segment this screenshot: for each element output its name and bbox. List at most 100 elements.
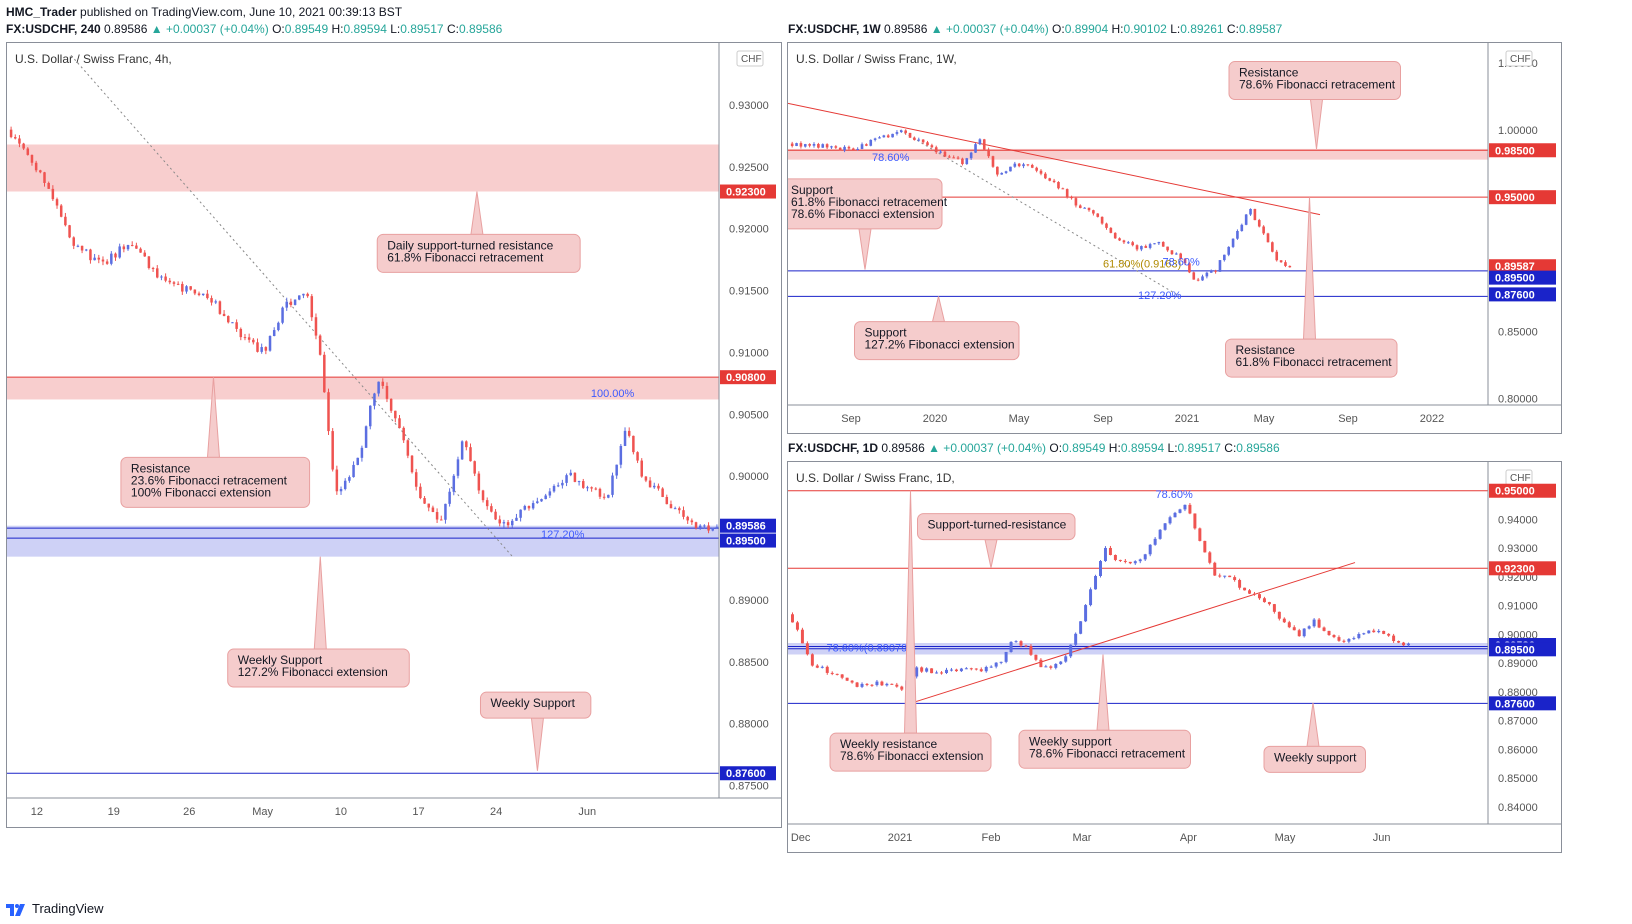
candle-body [974, 668, 978, 670]
trend-line [910, 562, 1356, 704]
symbol-name[interactable]: FX:USDCHF, 240 [6, 22, 101, 36]
candle-body [644, 476, 648, 481]
candle-body [548, 491, 552, 496]
candle-body [1178, 509, 1182, 513]
candle-body [1248, 590, 1252, 594]
time-tick-label: Jun [578, 806, 596, 818]
candle-body [825, 144, 829, 148]
candle-body [285, 301, 288, 308]
last-price: 0.89586 [884, 22, 928, 36]
candle-body [343, 480, 347, 490]
tradingview-logo[interactable]: TradingView [6, 901, 104, 916]
candle-body [536, 501, 539, 504]
candle-body [991, 156, 995, 167]
price-tag-label: 0.90800 [726, 372, 766, 384]
fib-label: 78.60% [1163, 257, 1201, 269]
candle-body [440, 519, 443, 521]
candle-body [1084, 605, 1088, 622]
candle-body [1347, 638, 1351, 642]
chart-weekly[interactable]: 78.60%61.80%61.80%(0.9163)78.60%127.20%R… [788, 43, 1561, 433]
callout-pointer [1309, 99, 1324, 149]
candle-body [1096, 213, 1100, 217]
candle-body [1208, 552, 1212, 563]
time-tick-label: May [1254, 413, 1275, 425]
candle-body [1126, 242, 1130, 244]
candle-body [452, 475, 456, 492]
candle-body [227, 316, 230, 323]
candle-body [394, 410, 397, 419]
candle-body [385, 385, 389, 399]
candle-body [1240, 224, 1244, 232]
candle-body [197, 293, 201, 296]
time-tick-label: Sep [841, 413, 861, 425]
chart-daily[interactable]: 78.60% 78.60%(0.89079) Support-turned-resi… [788, 462, 1561, 852]
candle-body [830, 672, 834, 674]
candle-body [1362, 633, 1366, 635]
candle-body [1287, 622, 1291, 628]
candle-body [812, 144, 816, 146]
candle-body [1123, 560, 1127, 562]
candle-body [954, 669, 958, 672]
chart-panel-weekly[interactable]: 78.60%61.80%61.80%(0.9163)78.60%127.20%R… [787, 42, 1562, 434]
candle-body [978, 139, 982, 145]
candle-body [1035, 167, 1038, 171]
price-change: ▲ +0.00037 (+0.04%) [150, 22, 269, 36]
candle-body [193, 289, 197, 294]
candle-body [694, 522, 698, 528]
candle-body [485, 500, 489, 507]
candle-body [97, 257, 101, 260]
candle-body [498, 519, 501, 524]
chart-title: U.S. Dollar / Swiss Franc, 1D, [796, 471, 955, 485]
candle-body [1253, 593, 1256, 595]
candle-body [256, 342, 259, 352]
candle-body [160, 276, 163, 278]
chart-panel-daily[interactable]: 78.60% 78.60%(0.89079) Support-turned-resi… [787, 461, 1562, 853]
candle-body [435, 512, 439, 520]
candle-body [130, 245, 134, 247]
price-tick-label: 0.84000 [1498, 802, 1538, 814]
candle-body [1061, 188, 1065, 190]
candle-body [431, 507, 435, 513]
symbol-name[interactable]: FX:USDCHF, 1D [788, 441, 879, 455]
callout-text: Daily support-turned resistance [387, 238, 553, 252]
price-tag [1489, 696, 1556, 711]
candle-body [908, 132, 912, 138]
callout-text: Weekly resistance [840, 737, 937, 751]
price-tag [1489, 483, 1556, 498]
candle-body [1103, 547, 1107, 562]
chart-panel-4h[interactable]: 100.00% 127.20% Daily support-turned resis… [6, 42, 782, 828]
candle-body [1257, 594, 1261, 599]
candle-body [105, 261, 109, 264]
candle-body [176, 283, 180, 285]
candle-body [920, 667, 924, 672]
chart-4h[interactable]: 100.00% 127.20% Daily support-turned resis… [7, 43, 781, 827]
candle-body [1157, 241, 1161, 244]
candle-body [1153, 538, 1157, 545]
candle-body [885, 683, 889, 686]
candle-body [665, 496, 669, 505]
candle-body [1183, 504, 1187, 510]
candle-body [469, 447, 472, 462]
time-tick-label: 24 [490, 806, 502, 818]
candle-body [1168, 517, 1172, 524]
candle-body [519, 509, 522, 518]
candle-body [623, 430, 627, 446]
candle-body [1198, 528, 1202, 541]
candle-body [419, 486, 422, 499]
publisher-name[interactable]: HMC_Trader [6, 5, 77, 19]
price-tick-label: 0.91000 [729, 347, 769, 359]
candle-body [607, 494, 610, 498]
close-value: 0.89586 [458, 22, 503, 36]
candle-body [904, 130, 907, 133]
candle-body [1392, 635, 1396, 642]
candle-body [1100, 216, 1104, 224]
candle-body [838, 147, 842, 151]
candle-body [1267, 602, 1271, 605]
candle-body [427, 503, 430, 508]
candle-body [1065, 189, 1069, 197]
candle-body [327, 392, 330, 432]
symbol-name[interactable]: FX:USDCHF, 1W [788, 22, 881, 36]
callout-text: 100% Fibonacci extension [131, 485, 271, 499]
callout-pointer [1096, 654, 1110, 731]
candle-body [940, 672, 944, 674]
